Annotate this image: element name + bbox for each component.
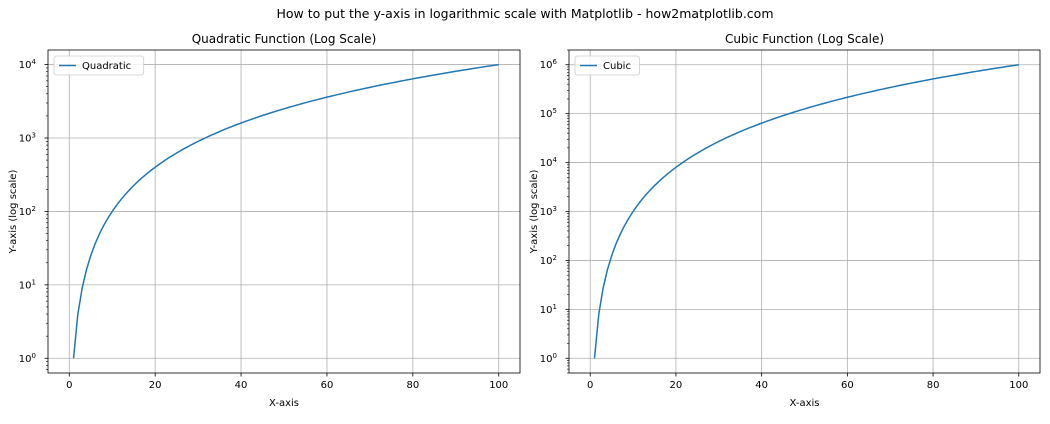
x-tick-label: 80 — [406, 380, 419, 391]
x-tick-label: 40 — [235, 380, 248, 391]
x-tick-label: 0 — [587, 380, 593, 391]
y-tick-exponent: 3 — [553, 205, 557, 213]
y-tick-exponent: 6 — [553, 58, 558, 66]
y-tick-exponent: 2 — [553, 254, 557, 262]
y-axis-label: Y-axis (log scale) — [8, 170, 19, 255]
y-tick-exponent: 0 — [32, 352, 36, 360]
x-tick-label: 40 — [755, 380, 768, 391]
y-axis-label: Y-axis (log scale) — [529, 170, 540, 255]
series-line — [593, 63, 1019, 359]
y-tick-label: 103 — [19, 132, 36, 145]
y-tick-label: 103 — [540, 205, 557, 218]
y-tick-label: 102 — [540, 254, 557, 267]
axes-frame — [47, 49, 521, 374]
y-tick-label: 101 — [540, 303, 557, 316]
y-tick-label: 104 — [540, 156, 558, 169]
legend: Quadratic — [53, 55, 145, 76]
y-tick-exponent: 0 — [553, 352, 557, 360]
x-tick-label: 60 — [321, 380, 334, 391]
y-tick-label: 106 — [540, 58, 558, 71]
x-tick-label: 100 — [489, 380, 508, 391]
x-tick-label: 0 — [66, 380, 72, 391]
x-tick-label: 100 — [1009, 380, 1028, 391]
x-tick-label: 80 — [927, 380, 940, 391]
subplot-title: Quadratic Function (Log Scale) — [192, 32, 377, 46]
legend-box — [574, 55, 640, 76]
series-line — [72, 63, 499, 359]
y-tick-label: 100 — [19, 352, 36, 365]
legend-label: Quadratic — [82, 61, 131, 72]
y-tick-exponent: 2 — [32, 205, 36, 213]
y-tick-exponent: 3 — [32, 132, 36, 140]
x-axis-label: X-axis — [269, 398, 299, 409]
x-tick-label: 20 — [670, 380, 683, 391]
quadratic-subplot: Quadratic Function (Log Scale)0 20 40 60 80 1… — [8, 32, 521, 409]
subplot-title: Cubic Function (Log Scale) — [725, 32, 884, 46]
y-tick-label: 105 — [540, 107, 557, 120]
figure-suptitle: How to put the y-axis in logarithmic sca… — [276, 6, 773, 21]
x-axis-label: X-axis — [790, 398, 820, 409]
axes-frame — [568, 49, 1041, 374]
y-tick-exponent: 4 — [32, 58, 37, 66]
y-tick-label: 104 — [19, 58, 37, 71]
x-tick-label: 60 — [841, 380, 854, 391]
y-tick-exponent: 4 — [553, 156, 558, 164]
legend-label: Cubic — [603, 61, 631, 72]
legend-box — [53, 55, 145, 76]
y-tick-exponent: 5 — [553, 107, 557, 115]
y-tick-label: 100 — [540, 352, 557, 365]
y-tick-label: 102 — [19, 205, 36, 218]
y-tick-exponent: 1 — [553, 303, 557, 311]
cubic-subplot: Cubic Function (Log Scale)0 20 40 60 80 10010… — [529, 32, 1041, 409]
x-tick-label: 20 — [149, 380, 162, 391]
y-tick-exponent: 1 — [32, 278, 36, 286]
legend: Cubic — [574, 55, 640, 76]
y-tick-label: 101 — [19, 278, 36, 291]
